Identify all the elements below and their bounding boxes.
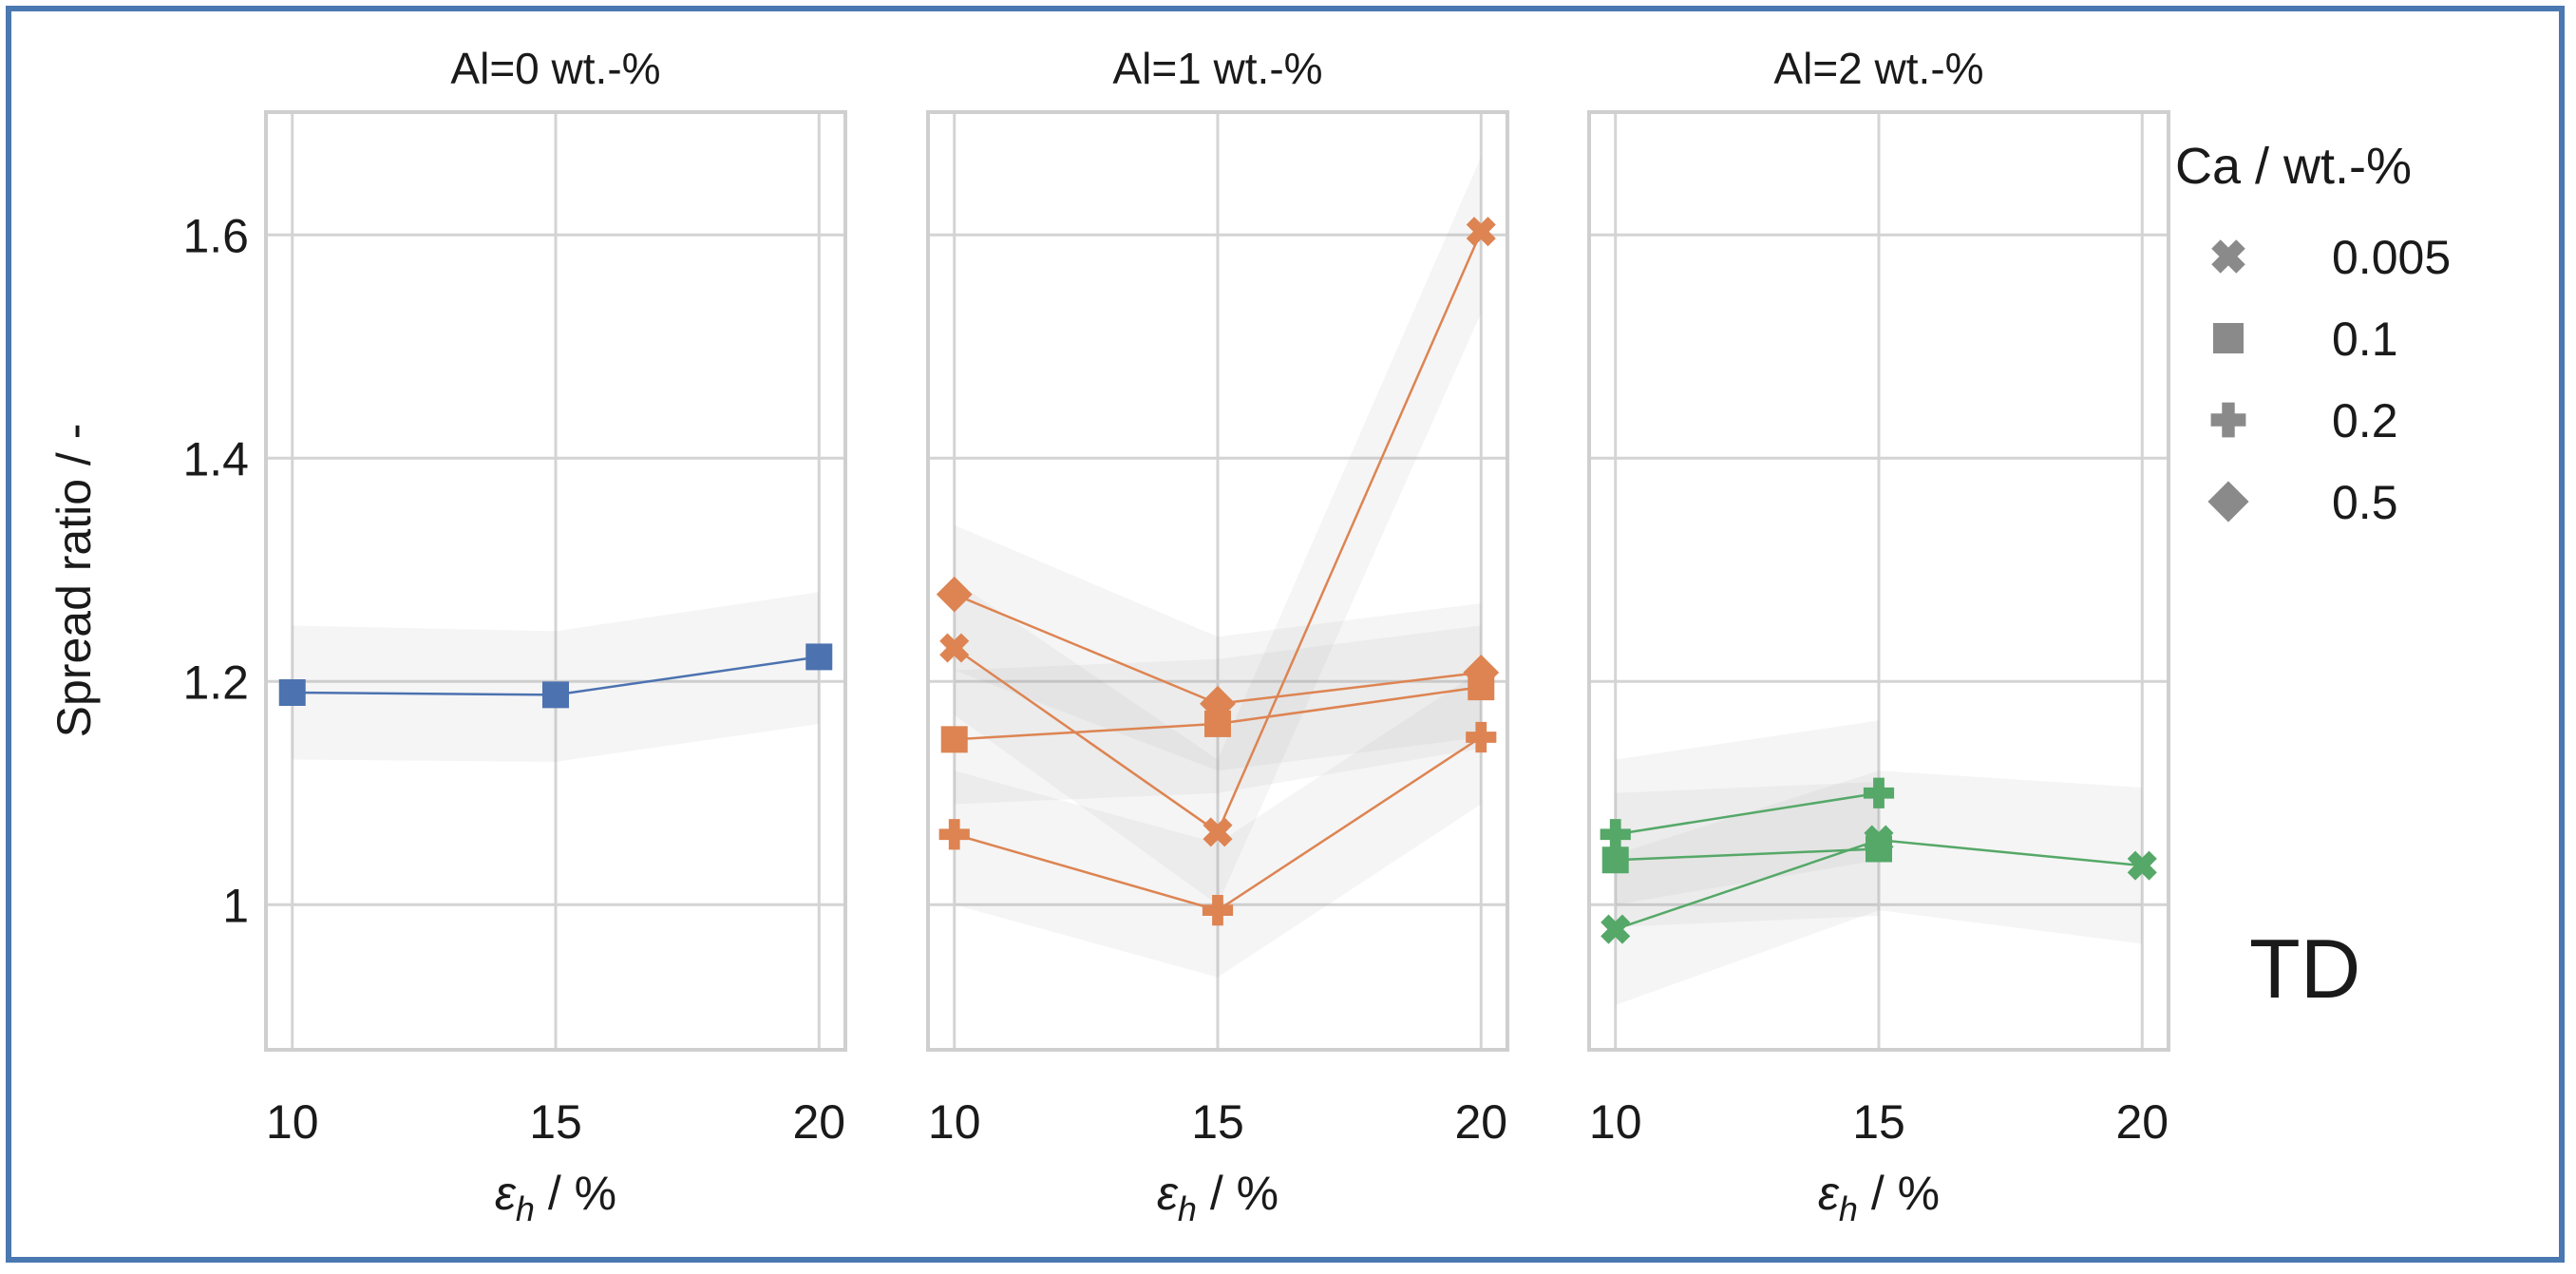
y-tick-label: 1.4 [182, 432, 249, 485]
x-axis-label-unit: / % [1197, 1167, 1279, 1220]
data-point-square [1601, 846, 1629, 874]
figure-frame [6, 6, 2565, 1263]
legend-marker-square [2213, 323, 2244, 353]
td-annotation: TD [2249, 922, 2360, 1016]
legend-label: 0.5 [2332, 476, 2398, 529]
y-tick-label: 1.6 [182, 209, 249, 262]
panel-title: Al=2 wt.-% [1773, 44, 1983, 93]
confidence-bands [954, 157, 1482, 978]
legend-items: 0.005 0.1 0.2 0.5 [2207, 231, 2451, 529]
legend-marker-diamond [2207, 481, 2249, 523]
data-point-square [805, 643, 833, 671]
data-point-diamond [1463, 654, 1500, 691]
x-axis-label: εh / % [495, 1167, 616, 1228]
panel-frame [1587, 110, 2170, 1052]
grid-lines [1589, 112, 2169, 1050]
x-axis-label-subscript: h [516, 1189, 535, 1228]
legend-title: Ca / wt.-% [2175, 138, 2412, 195]
x-tick-label: 20 [2115, 1095, 2169, 1149]
panel-title: Al=0 wt.-% [450, 44, 660, 93]
data-point-square [542, 681, 569, 709]
legend-label: 0.1 [2332, 313, 2398, 366]
data-point-x [1601, 914, 1631, 944]
data-point-square [278, 679, 306, 706]
legend-marker-plus [2210, 402, 2246, 438]
legend-label: 0.005 [2332, 231, 2451, 284]
confidence-band [1615, 770, 2143, 1005]
panel-al-1: Al=1 wt.-% 10 15 20 εh / % [926, 44, 1509, 1228]
x-axis-label-symbol: ε [495, 1167, 517, 1220]
x-axis-label-symbol: ε [1157, 1167, 1179, 1220]
data-point-plus [1466, 721, 1497, 753]
data-point-x [1466, 217, 1496, 247]
legend-label: 0.2 [2332, 394, 2398, 447]
x-tick-labels: 10 15 20 [928, 1095, 1507, 1149]
x-axis-label-unit: / % [535, 1167, 616, 1220]
y-tick-labels: 1 1.2 1.4 1.6 [182, 209, 249, 932]
series-line-ca-0.2 [1615, 791, 1880, 836]
data-point-square [1866, 835, 1892, 863]
x-axis-label-unit: / % [1858, 1167, 1940, 1220]
panel-al-0: Al=0 wt.-% 10 15 20 εh / % [264, 44, 847, 1228]
confidence-band [954, 157, 1482, 905]
legend: Ca / wt.-% 0.005 0.1 0.2 0.5 [2175, 138, 2451, 529]
data-point-diamond [1200, 685, 1236, 722]
x-tick-label: 20 [1454, 1095, 1507, 1149]
grid-lines [266, 112, 845, 1050]
data-point-plus [938, 819, 970, 850]
panel-frame [264, 110, 847, 1052]
data-point-plus [1202, 895, 1234, 926]
confidence-band [954, 670, 1482, 978]
x-axis-label-symbol: ε [1818, 1167, 1840, 1220]
panel-title: Al=1 wt.-% [1112, 44, 1322, 93]
x-tick-labels: 10 15 20 [266, 1095, 845, 1149]
confidence-band [954, 524, 1482, 771]
confidence-band [292, 592, 820, 762]
legend-marker-x [2211, 239, 2245, 274]
data-point-x [2127, 850, 2157, 881]
data-point-square [940, 726, 968, 753]
y-axis-label: Spread ratio / - [47, 424, 101, 738]
x-tick-labels: 10 15 20 [1589, 1095, 2169, 1149]
data-point-plus [1863, 777, 1895, 808]
confidence-bands [292, 592, 820, 762]
x-axis-label: εh / % [1818, 1167, 1940, 1228]
series-markers [1600, 777, 2157, 944]
x-tick-label: 10 [1589, 1095, 1642, 1149]
data-point-x [939, 633, 970, 663]
x-tick-label: 10 [928, 1095, 981, 1149]
series-markers [936, 217, 1500, 926]
x-tick-label: 20 [792, 1095, 845, 1149]
series-markers [278, 643, 833, 709]
y-tick-label: 1 [222, 879, 249, 932]
data-point-diamond [936, 576, 973, 613]
data-point-x [1203, 817, 1233, 847]
x-tick-label: 15 [1852, 1095, 1905, 1149]
x-tick-label: 15 [529, 1095, 582, 1149]
x-axis-label: εh / % [1157, 1167, 1279, 1228]
x-tick-label: 15 [1191, 1095, 1244, 1149]
x-axis-label-subscript: h [1178, 1189, 1197, 1228]
panel-al-2: Al=2 wt.-% 10 15 20 εh / % [1587, 44, 2170, 1228]
data-point-plus [1600, 819, 1631, 850]
panel-frame [926, 110, 1509, 1052]
x-tick-label: 10 [266, 1095, 319, 1149]
series-line-ca-0.1 [1615, 847, 1880, 862]
y-tick-label: 1.2 [182, 656, 249, 709]
x-axis-label-subscript: h [1839, 1189, 1858, 1228]
